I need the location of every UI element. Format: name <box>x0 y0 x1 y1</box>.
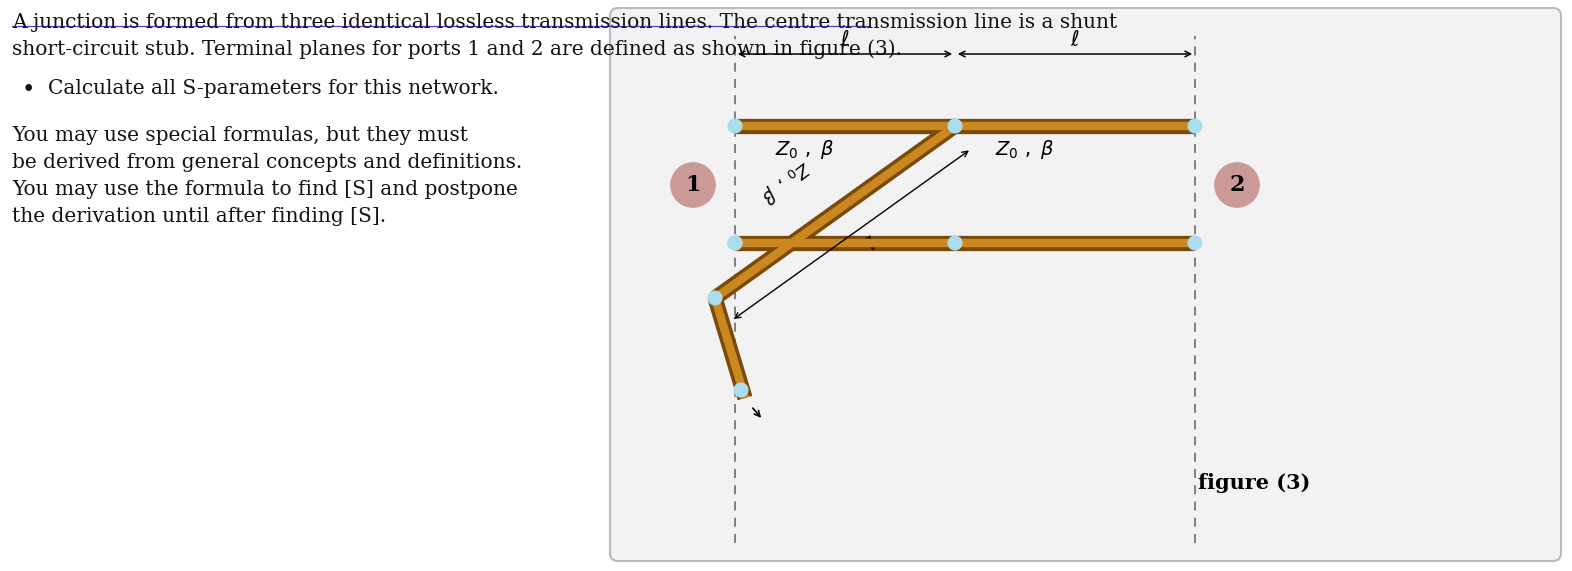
Text: $Z_0\ ,\ \beta$: $Z_0\ ,\ \beta$ <box>775 138 835 161</box>
Circle shape <box>707 291 722 305</box>
Text: $\ell$: $\ell$ <box>839 30 850 50</box>
Text: 2: 2 <box>1229 174 1245 196</box>
Text: A junction is formed from three identical lossless transmission lines. The centr: A junction is formed from three identica… <box>13 13 1118 32</box>
Circle shape <box>728 236 742 250</box>
Text: You may use the formula to find [S] and postpone: You may use the formula to find [S] and … <box>13 180 517 199</box>
Text: 1: 1 <box>685 174 701 196</box>
Circle shape <box>734 383 748 397</box>
Text: $Z_0\ ,\ \beta$: $Z_0\ ,\ \beta$ <box>995 138 1055 161</box>
Circle shape <box>1188 236 1203 250</box>
Text: $\ell$: $\ell$ <box>1071 30 1080 50</box>
Text: Calculate all S-parameters for this network.: Calculate all S-parameters for this netw… <box>49 79 498 98</box>
Text: •: • <box>22 79 36 101</box>
Text: short-circuit stub. Terminal planes for ports 1 and 2 are defined as shown in fi: short-circuit stub. Terminal planes for … <box>13 39 902 59</box>
Text: You may use special formulas, but they must: You may use special formulas, but they m… <box>13 126 468 145</box>
Circle shape <box>728 236 742 250</box>
Text: be derived from general concepts and definitions.: be derived from general concepts and def… <box>13 153 522 172</box>
Circle shape <box>1188 119 1203 133</box>
FancyBboxPatch shape <box>610 8 1561 561</box>
Text: $Z_0\ ,\ \beta$: $Z_0\ ,\ \beta$ <box>756 156 814 207</box>
Circle shape <box>671 163 715 207</box>
Text: figure (3): figure (3) <box>1198 473 1309 493</box>
Text: $\ell$: $\ell$ <box>860 230 879 250</box>
Circle shape <box>948 236 962 250</box>
Text: the derivation until after finding [S].: the derivation until after finding [S]. <box>13 207 387 226</box>
Circle shape <box>1215 163 1259 207</box>
Circle shape <box>728 119 742 133</box>
Circle shape <box>948 119 962 133</box>
